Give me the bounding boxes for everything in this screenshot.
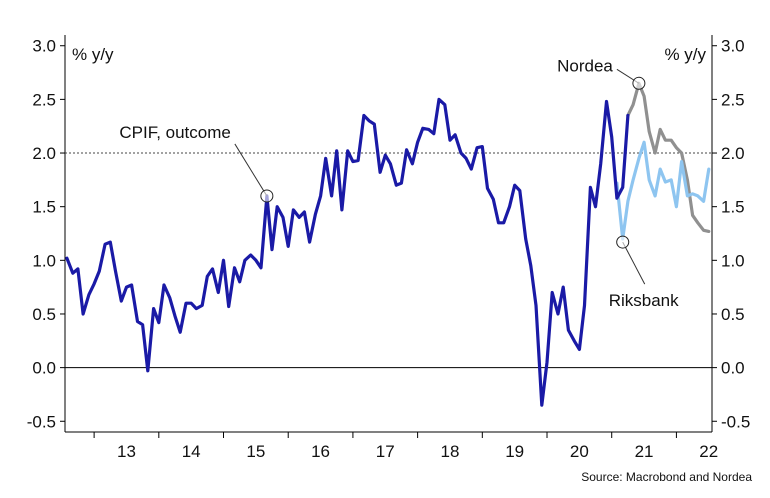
annotation-label: Nordea bbox=[557, 56, 613, 75]
annotation-marker bbox=[260, 189, 274, 203]
axes bbox=[64, 35, 713, 433]
annotation-marker bbox=[616, 235, 630, 249]
x-tick-label: 21 bbox=[635, 442, 654, 461]
x-tick-label: 15 bbox=[246, 442, 265, 461]
x-tick-label: 16 bbox=[311, 442, 330, 461]
series-lines bbox=[65, 81, 711, 407]
annotation-label: Riksbank bbox=[609, 291, 679, 310]
x-tick-label: 14 bbox=[182, 442, 201, 461]
series-line-nordea bbox=[626, 81, 711, 233]
annotation-label: CPIF, outcome bbox=[119, 123, 231, 142]
series-line-cpif-outcome bbox=[65, 97, 630, 407]
annotation-leader-line bbox=[622, 241, 646, 285]
source-note: Source: Macrobond and Nordea bbox=[581, 470, 752, 484]
y-tick-label-left: -0.5 bbox=[27, 412, 56, 431]
axis-ticks: -0.5 -0.5 0.0 0.0 0.5 0.5 1.0 1.0 1.5 1.5 2.0 2.0 2.… bbox=[27, 37, 751, 461]
y-tick-label-right: 2.0 bbox=[721, 144, 745, 163]
y-tick-label-left: 2.5 bbox=[32, 90, 56, 109]
left-y-unit-label: % y/y bbox=[72, 45, 114, 64]
annotations: CPIF, outcome Nordea Riksbank bbox=[119, 56, 679, 310]
y-tick-label-right: 0.0 bbox=[721, 359, 745, 378]
y-tick-label-right: -0.5 bbox=[721, 412, 750, 431]
y-tick-label-left: 1.0 bbox=[32, 251, 56, 270]
y-tick-label-left: 1.5 bbox=[32, 198, 56, 217]
annotation-marker bbox=[632, 76, 646, 90]
x-tick-label: 18 bbox=[441, 442, 460, 461]
y-tick-label-left: 0.5 bbox=[32, 305, 56, 324]
y-tick-label-right: 1.5 bbox=[721, 198, 745, 217]
x-tick-label: 13 bbox=[117, 442, 136, 461]
y-tick-label-left: 3.0 bbox=[32, 37, 56, 56]
y-tick-label-left: 0.0 bbox=[32, 359, 56, 378]
y-tick-label-right: 3.0 bbox=[721, 37, 745, 56]
y-tick-label-right: 2.5 bbox=[721, 90, 745, 109]
x-tick-label: 17 bbox=[376, 442, 395, 461]
x-tick-label: 20 bbox=[570, 442, 589, 461]
y-tick-label-right: 0.5 bbox=[721, 305, 745, 324]
annotation-leader-line bbox=[234, 143, 268, 197]
x-tick-label: 19 bbox=[505, 442, 524, 461]
y-tick-label-right: 1.0 bbox=[721, 251, 745, 270]
series-line-riksbank bbox=[615, 140, 711, 241]
y-tick-label-left: 2.0 bbox=[32, 144, 56, 163]
x-tick-label: 22 bbox=[699, 442, 718, 461]
right-y-unit-label: % y/y bbox=[664, 45, 706, 64]
